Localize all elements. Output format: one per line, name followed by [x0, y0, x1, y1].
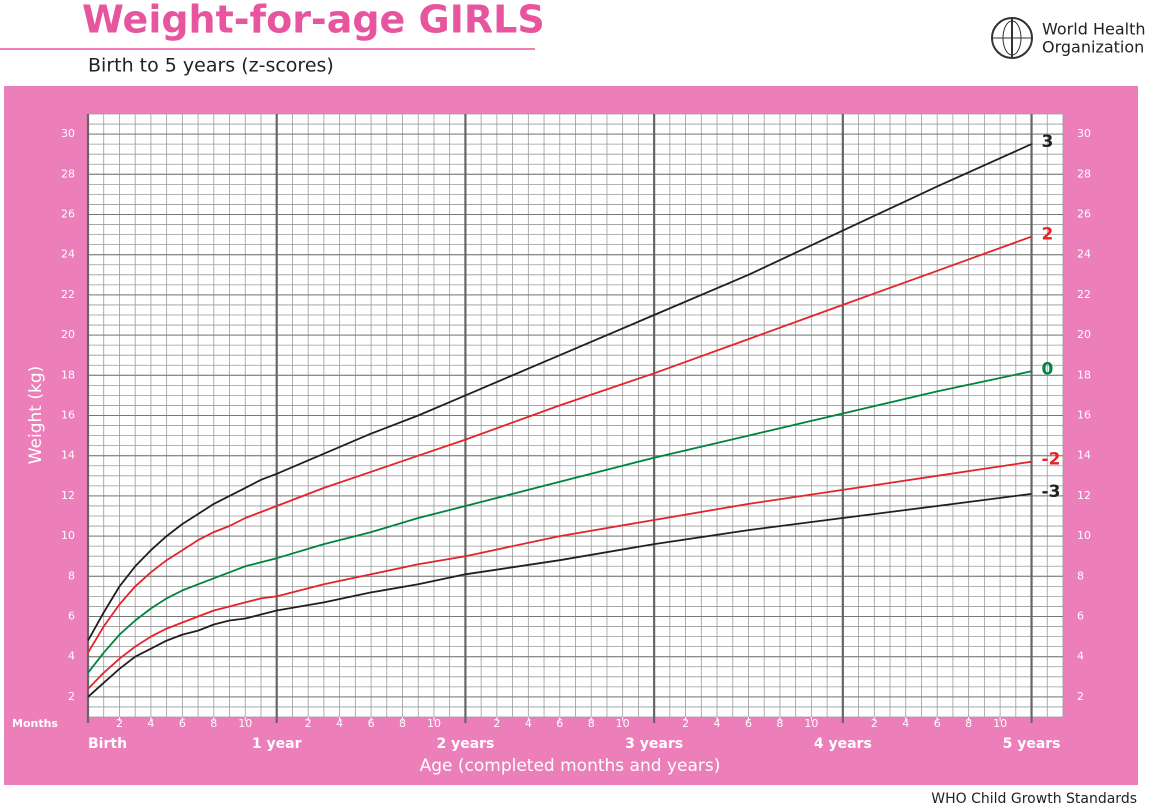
month-tick-label: 4 [714, 717, 721, 730]
y-tick-label: 6 [68, 610, 75, 623]
x-tick-label: Birth [88, 736, 127, 752]
y-tick-label: 10 [61, 529, 75, 542]
months-label: Months [12, 717, 58, 730]
y-tick-label: 26 [1077, 208, 1091, 221]
org-name: World Health [1042, 20, 1145, 39]
month-tick-label: 2 [305, 717, 312, 730]
org-name: Organization [1042, 38, 1144, 57]
month-tick-label: 2 [493, 717, 500, 730]
x-tick-label: 1 year [252, 736, 302, 752]
y-tick-label: 20 [1077, 328, 1091, 341]
month-tick-label: 10 [238, 717, 252, 730]
y-tick-label: 18 [61, 368, 75, 381]
z-score-line [87, 493, 1032, 698]
month-tick-label: 6 [368, 717, 375, 730]
y-tick-label: 2 [68, 690, 75, 703]
x-tick-label: 2 years [436, 736, 494, 752]
y-tick-label: 24 [61, 248, 75, 261]
month-tick-label: 8 [399, 717, 406, 730]
y-tick-label: 30 [1077, 127, 1091, 140]
month-tick-label: 8 [965, 717, 972, 730]
month-tick-label: 8 [210, 717, 217, 730]
y-tick-label: 6 [1077, 610, 1084, 623]
month-tick-label: 6 [556, 717, 563, 730]
series-label: 0 [1042, 359, 1054, 379]
month-tick-label: 4 [902, 717, 909, 730]
y-tick-label: 8 [1077, 569, 1084, 582]
y-tick-label: 28 [1077, 167, 1091, 180]
month-tick-label: 6 [934, 717, 941, 730]
month-tick-label: 10 [993, 717, 1007, 730]
y-tick-label: 28 [61, 167, 75, 180]
y-tick-label: 10 [1077, 529, 1091, 542]
y-tick-label: 30 [61, 127, 75, 140]
month-tick-label: 8 [588, 717, 595, 730]
y-tick-label: 22 [1077, 288, 1091, 301]
month-tick-label: 2 [871, 717, 878, 730]
x-tick-label: 3 years [625, 736, 683, 752]
x-tick-label: 5 years [1003, 736, 1061, 752]
month-tick-label: 8 [776, 717, 783, 730]
z-score-line [87, 235, 1032, 654]
y-tick-label: 16 [61, 409, 75, 422]
z-score-line [87, 143, 1032, 642]
month-tick-label: 2 [682, 717, 689, 730]
z-score-line [87, 370, 1032, 674]
month-tick-label: 6 [745, 717, 752, 730]
y-tick-label: 22 [61, 288, 75, 301]
y-tick-label: 4 [68, 650, 75, 663]
y-axis-label: Weight (kg) [26, 366, 46, 465]
month-tick-label: 10 [427, 717, 441, 730]
y-tick-label: 26 [61, 208, 75, 221]
x-tick-label: 4 years [814, 736, 872, 752]
month-tick-label: 6 [179, 717, 186, 730]
y-tick-label: 14 [1077, 449, 1091, 462]
y-tick-label: 4 [1077, 650, 1084, 663]
y-tick-label: 2 [1077, 690, 1084, 703]
chart-subtitle: Birth to 5 years (z-scores) [88, 55, 334, 77]
y-tick-label: 20 [61, 328, 75, 341]
month-tick-label: 10 [616, 717, 630, 730]
month-tick-label: 4 [147, 717, 154, 730]
series-label: -2 [1042, 450, 1061, 470]
y-tick-label: 16 [1077, 409, 1091, 422]
series-label: 3 [1042, 132, 1054, 152]
month-tick-label: 10 [804, 717, 818, 730]
month-tick-label: 4 [336, 717, 343, 730]
month-tick-label: 4 [525, 717, 532, 730]
who-logo [991, 17, 1033, 59]
chart-title: Weight-for-age GIRLS [82, 0, 545, 42]
z-score-line [87, 460, 1032, 690]
y-tick-label: 24 [1077, 248, 1091, 261]
x-axis-label: Age (completed months and years) [420, 756, 721, 776]
footer: WHO Child Growth Standards [931, 791, 1137, 807]
y-tick-label: 12 [1077, 489, 1091, 502]
y-tick-label: 8 [68, 569, 75, 582]
series-label: -3 [1042, 482, 1061, 502]
series-label: 2 [1042, 225, 1054, 245]
y-tick-label: 14 [61, 449, 75, 462]
y-tick-label: 12 [61, 489, 75, 502]
y-tick-label: 18 [1077, 368, 1091, 381]
month-tick-label: 2 [116, 717, 123, 730]
